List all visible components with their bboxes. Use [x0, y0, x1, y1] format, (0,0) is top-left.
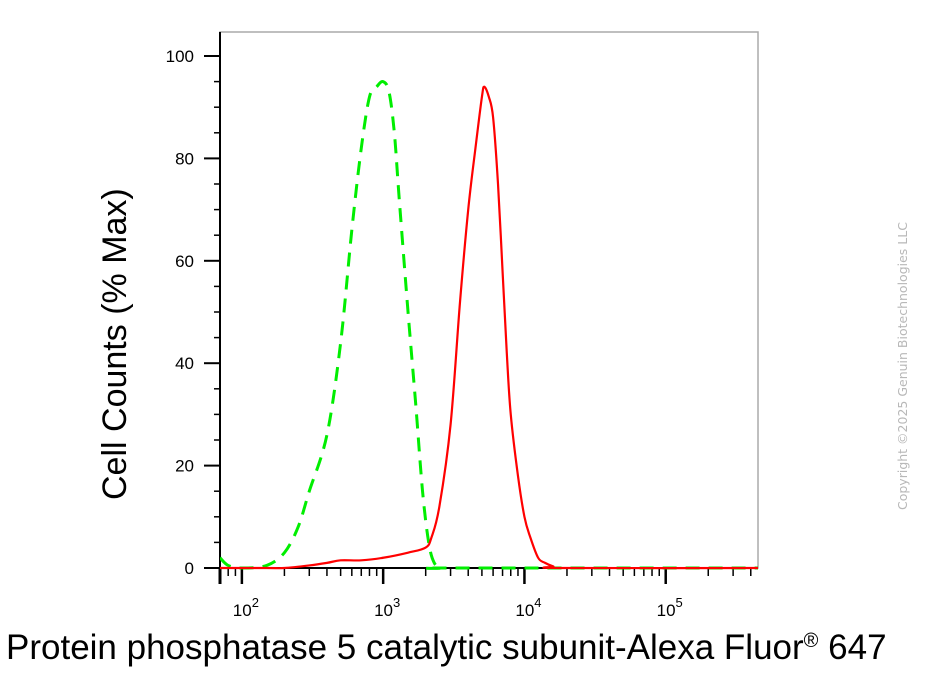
x-tick-label: 102 — [233, 595, 259, 620]
copyright-text: Copyright ©2025 Genuin Biotechnologies L… — [895, 222, 910, 510]
x-axis-title: Protein phosphatase 5 catalytic subunit-… — [6, 628, 887, 668]
x-axis-title-tail: 647 — [818, 628, 887, 667]
y-tick-label: 100 — [166, 47, 194, 66]
y-tick-label: 0 — [185, 559, 194, 578]
y-tick-label: 60 — [175, 252, 194, 271]
y-tick-label: 40 — [175, 354, 194, 373]
copyright-wrap: Copyright ©2025 Genuin Biotechnologies L… — [894, 222, 912, 510]
x-tick-label: 103 — [374, 595, 400, 620]
series-layer — [220, 79, 758, 570]
x-tick-label: 104 — [515, 595, 541, 620]
plot-frame — [219, 31, 759, 569]
x-tick-label: 105 — [657, 595, 683, 620]
x-axis: 102 103 104 105 — [218, 567, 758, 620]
isotype-control-series-line — [220, 79, 758, 570]
y-axis: 0 20 40 60 80 100 — [166, 32, 221, 578]
registered-mark: ® — [803, 630, 819, 652]
y-tick-label: 80 — [175, 149, 194, 168]
y-tick-label: 20 — [175, 457, 194, 476]
stained-sample-series-line — [220, 85, 758, 570]
y-axis-title: Cell Counts (% Max) — [96, 188, 134, 500]
x-axis-title-main: Protein phosphatase 5 catalytic subunit-… — [6, 628, 804, 667]
y-axis-title-wrap: Cell Counts (% Max) — [96, 188, 135, 500]
